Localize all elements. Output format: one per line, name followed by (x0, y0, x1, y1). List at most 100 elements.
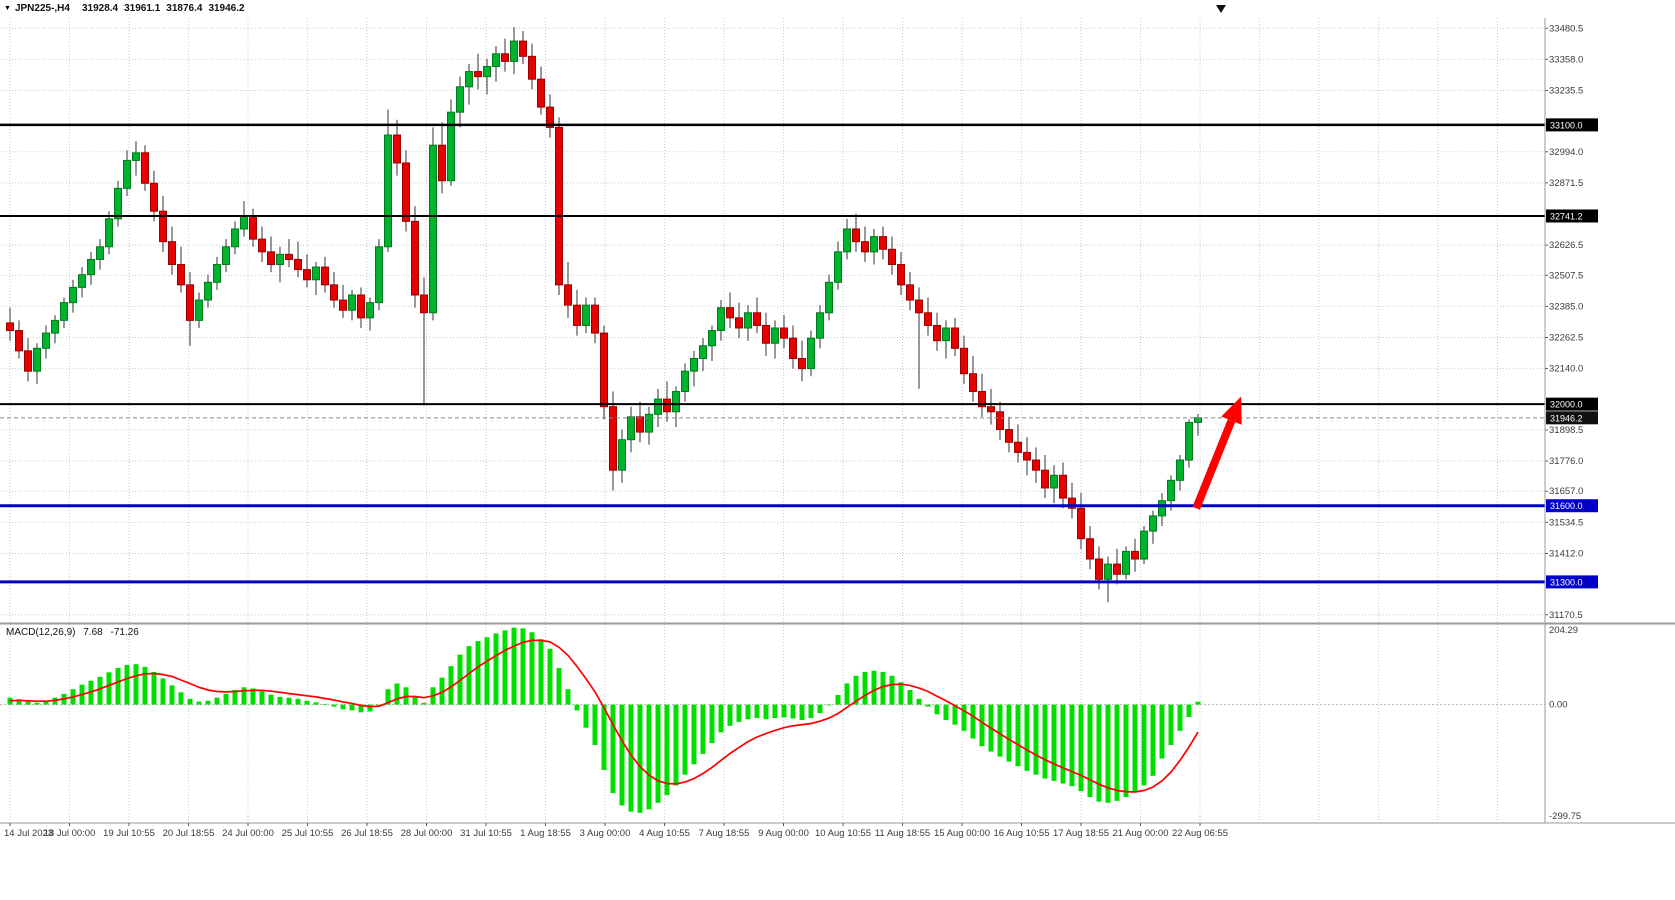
hline-31600[interactable]: 31600.0 (0, 499, 1598, 513)
hline-32741[interactable]: 32741.2 (0, 209, 1598, 223)
symbol-dropdown-icon[interactable]: ▼ (4, 5, 11, 12)
price-tag-label: 31300.0 (1550, 577, 1583, 587)
macd-main-value: 7.68 (83, 627, 103, 638)
candle (195, 292, 203, 328)
candle (366, 297, 374, 331)
price-axis-label: 32871.5 (1549, 178, 1583, 189)
macd-histogram-bar (961, 704, 967, 731)
price-tag (1546, 209, 1598, 223)
candle (276, 246, 284, 283)
candle (1068, 482, 1076, 519)
macd-histogram-bar (277, 696, 283, 705)
candle (1023, 437, 1031, 476)
price-tag (1546, 397, 1598, 411)
macd-histogram-bar (934, 704, 940, 715)
time-axis-label: 11 Aug 18:55 (875, 828, 930, 839)
candle (330, 272, 338, 308)
price-axis-label: 31170.5 (1549, 610, 1583, 621)
macd-histogram-bar (448, 666, 454, 705)
candle (816, 305, 824, 349)
candle (726, 292, 734, 328)
candle (1059, 462, 1067, 509)
macd-histogram-bar (124, 664, 130, 705)
candle (672, 386, 680, 428)
macd-histogram-bar (772, 704, 778, 719)
macd-histogram-bar (979, 704, 985, 747)
candle (6, 307, 14, 341)
macd-histogram-bar (619, 704, 625, 806)
macd-histogram-bar (610, 704, 616, 794)
candle (987, 388, 995, 425)
candle (1149, 510, 1157, 544)
macd-histogram-bar (178, 692, 184, 705)
macd-histogram-bar (529, 632, 535, 705)
macd-histogram-bar (295, 698, 301, 705)
time-axis[interactable] (0, 823, 1675, 845)
macd-histogram-bar (268, 694, 274, 705)
candle (825, 274, 833, 321)
macd-histogram-bar (1078, 704, 1084, 792)
candle (888, 236, 896, 275)
macd-histogram-bar (592, 704, 598, 746)
macd-histogram-bar (898, 682, 904, 705)
candle (501, 38, 509, 72)
macd-histogram-bar (1060, 704, 1066, 784)
price-axis-label: 31657.0 (1549, 486, 1583, 497)
candle (933, 312, 941, 351)
time-axis-label: 20 Jul 18:55 (163, 828, 215, 839)
macd-histogram-bar (952, 704, 958, 725)
macd-histogram-bar (925, 704, 931, 707)
candle (114, 180, 122, 227)
candle (1176, 454, 1184, 491)
macd-histogram-bar (736, 704, 742, 722)
macd-histogram-bar (916, 698, 922, 705)
macd-axis-zero-label: 0.00 (1549, 700, 1568, 711)
macd-histogram-bar (142, 666, 148, 705)
candle (951, 317, 959, 356)
macd-indicator-label: MACD(12,26,9) 7.68 -71.26 (6, 627, 144, 638)
hline-31300[interactable]: 31300.0 (0, 575, 1598, 589)
candle (1032, 447, 1040, 483)
ohlc-open-value: 31928.4 (81, 3, 119, 14)
candle (42, 325, 50, 359)
price-axis-label: 33235.5 (1549, 85, 1583, 96)
hline-33100[interactable]: 33100.0 (0, 118, 1598, 132)
candle (132, 141, 140, 176)
macd-histogram-bar (997, 704, 1003, 757)
macd-histogram-bar (745, 704, 751, 720)
price-axis[interactable] (1546, 18, 1675, 823)
price-axis-label: 32385.0 (1549, 301, 1583, 312)
right-shift-marker[interactable] (1216, 5, 1226, 13)
candle (807, 330, 815, 377)
trend-arrow[interactable] (1192, 396, 1242, 510)
candle (393, 119, 401, 176)
candle (384, 109, 392, 252)
macd-signal-line (9, 639, 1199, 793)
hline-32000[interactable]: 32000.0 (0, 397, 1598, 411)
candle (573, 289, 581, 336)
macd-histogram-bar (1150, 704, 1156, 776)
candle (204, 274, 212, 308)
candles-series (6, 27, 1202, 603)
price-axis-label: 32262.5 (1549, 333, 1583, 344)
candle (1005, 416, 1013, 453)
candle (285, 239, 293, 268)
candle (717, 300, 725, 341)
candle (213, 256, 221, 290)
macd-histogram-bar (223, 693, 229, 705)
candle (510, 27, 518, 75)
candle (1050, 465, 1058, 504)
time-axis-label: 26 Jul 18:55 (341, 828, 393, 839)
candle (222, 239, 230, 273)
candle (402, 150, 410, 232)
macd-histogram-bar (106, 672, 112, 705)
candle (78, 267, 86, 298)
price-axis-label: 33358.0 (1549, 54, 1583, 65)
macd-signal-value: -71.26 (110, 627, 139, 638)
macd-histogram-bar (565, 689, 571, 705)
price-axis-label: 31898.5 (1549, 425, 1583, 436)
candle (663, 381, 671, 422)
macd-histogram-bar (799, 704, 805, 721)
svg-text:31946.2: 31946.2 (1550, 413, 1583, 423)
